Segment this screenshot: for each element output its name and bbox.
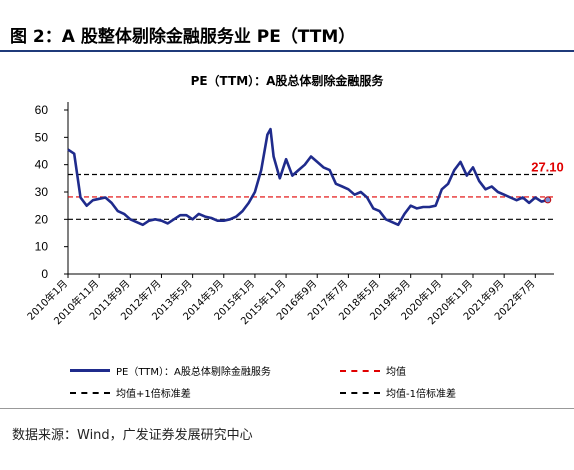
y-tick-label: 20 [35,212,49,226]
legend-swatch-mean [340,369,380,372]
y-tick-label: 0 [41,267,48,281]
source-note: 数据来源：Wind，广发证券发展研究中心 [12,428,253,443]
figure-title: 图 2：A 股整体剔除金融服务业 PE（TTM） [10,27,356,47]
line-chart: 01020304050602010年1月2010年11月2011年9月2012年… [24,102,564,327]
last-value-label: 27.10 [531,160,564,175]
chart-title: PE（TTM）：A股总体剔除金融服务 [190,74,384,88]
last-point-marker [544,196,552,204]
y-tick-label: 30 [35,185,49,199]
legend-item-upper: 均值+1倍标准差 [70,385,191,400]
legend-swatch-lower [340,391,380,394]
legend-label-upper: 均值+1倍标准差 [116,389,191,400]
legend: PE（TTM）：A股总体剔除金融服务 均值 均值+1倍标准差 均值-1倍标准差 [0,358,574,400]
y-tick-label: 60 [35,103,49,117]
legend-label-mean: 均值 [386,367,406,378]
footer-divider [0,408,574,409]
legend-item-series: PE（TTM）：A股总体剔除金融服务 [70,363,271,378]
chart-area: PE（TTM）：A股总体剔除金融服务 0 10 20 30 40 50 60 2010年1月 2… [0,58,574,398]
legend-label-lower: 均值-1倍标准差 [386,389,456,400]
pe-series-line [67,127,549,227]
legend-label-series: PE（TTM）：A股总体剔除金融服务 [116,367,271,378]
figure-header: 图 2：A 股整体剔除金融服务业 PE（TTM） [0,0,574,52]
y-tick-label: 10 [35,240,49,254]
legend-swatch-upper [70,391,110,394]
legend-item-mean: 均值 [340,363,406,378]
y-tick-label: 40 [35,158,49,172]
legend-swatch-solid [70,369,110,372]
legend-item-lower: 均值-1倍标准差 [340,385,456,400]
y-tick-label: 50 [35,130,49,144]
